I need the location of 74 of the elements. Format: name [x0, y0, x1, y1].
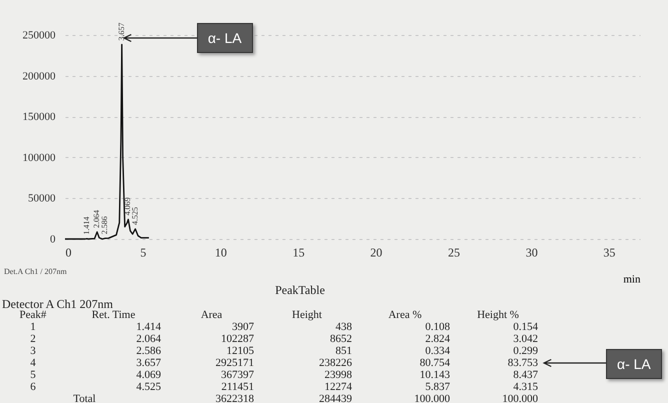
text: PeakTable: [274, 283, 326, 298]
text: 100.000: [413, 393, 451, 403]
line-series: [64, 44, 150, 240]
x-tick-label: 20: [370, 246, 382, 260]
x-tick-label: 25: [448, 246, 460, 260]
text: 2.064: [135, 333, 162, 345]
text: 3: [29, 345, 37, 357]
text: Area %: [387, 309, 423, 321]
text: 23998: [324, 369, 353, 381]
text: Height: [291, 309, 323, 321]
text: Area: [200, 309, 224, 321]
annotation: 3.657: [116, 22, 126, 41]
x-tick-label: 15: [292, 246, 305, 260]
text: α- LA: [606, 349, 662, 379]
text: 1.414: [135, 321, 162, 333]
text: 4.315: [512, 381, 539, 393]
text: 0.154: [512, 321, 539, 333]
text: 438: [334, 321, 353, 333]
text: 3907: [231, 321, 255, 333]
x-tick-label: 0: [66, 246, 72, 260]
text: 4.525: [135, 381, 162, 393]
text: 851: [334, 345, 353, 357]
annotation: 1.414: [82, 216, 91, 235]
x-tick-label: 30: [526, 246, 538, 260]
annotation: 4.525: [130, 206, 140, 225]
text: Detector A Ch1 207nm: [2, 297, 113, 311]
text: Det.A Ch1 / 207nm: [4, 267, 67, 276]
annotation: α- LA: [196, 22, 253, 53]
text: 2: [29, 333, 37, 345]
x-tick-label: 5: [140, 246, 146, 260]
text: 0.108: [424, 321, 451, 333]
annotation: 2.586: [100, 216, 110, 234]
text: 2.824: [424, 333, 451, 345]
text: 1: [29, 321, 37, 333]
text: 3622318: [214, 393, 255, 403]
x-tick-label: 35: [603, 246, 616, 260]
y-tick-label: 0: [50, 234, 56, 246]
text: 0.334: [424, 345, 451, 357]
text: 211451: [220, 381, 255, 393]
text: 238226: [318, 357, 353, 369]
text: Height %: [476, 309, 520, 321]
text: 8.437: [512, 369, 539, 381]
text: 2925171: [214, 357, 255, 369]
text: 100.000: [501, 393, 539, 403]
annotation: 2.064: [92, 210, 102, 228]
text: 2.586: [135, 345, 162, 357]
text: 83.753: [506, 357, 539, 369]
y-tick-label: 250000: [22, 30, 56, 42]
text: 80.754: [418, 357, 451, 369]
text: 102287: [220, 333, 255, 345]
text: 4.069: [135, 369, 162, 381]
text: 284439: [318, 393, 353, 403]
text: 12105: [226, 345, 255, 357]
text: 10.143: [418, 369, 451, 381]
text: 8652: [329, 333, 353, 345]
y-tick-label: 50000: [28, 192, 56, 205]
text: 12274: [324, 381, 353, 393]
text: 367397: [220, 369, 255, 381]
x-axis-title: min: [623, 274, 641, 286]
x-tick-label: 10: [214, 246, 227, 260]
text: Peak#: [18, 309, 48, 321]
annotation: 4.069: [123, 197, 132, 216]
y-tick-label: 100000: [22, 152, 56, 164]
text: 5: [29, 369, 37, 381]
text: Ret. Time: [90, 309, 136, 321]
text: 5.837: [424, 381, 451, 393]
y-tick-label: 150000: [22, 111, 56, 124]
text: 6: [29, 381, 37, 393]
text: Total: [72, 393, 97, 403]
y-tick-label: 200000: [22, 70, 56, 82]
text: 3.042: [512, 333, 539, 345]
text: 4: [29, 357, 37, 369]
text: 0.299: [512, 345, 539, 357]
text: 3.657: [135, 357, 162, 369]
